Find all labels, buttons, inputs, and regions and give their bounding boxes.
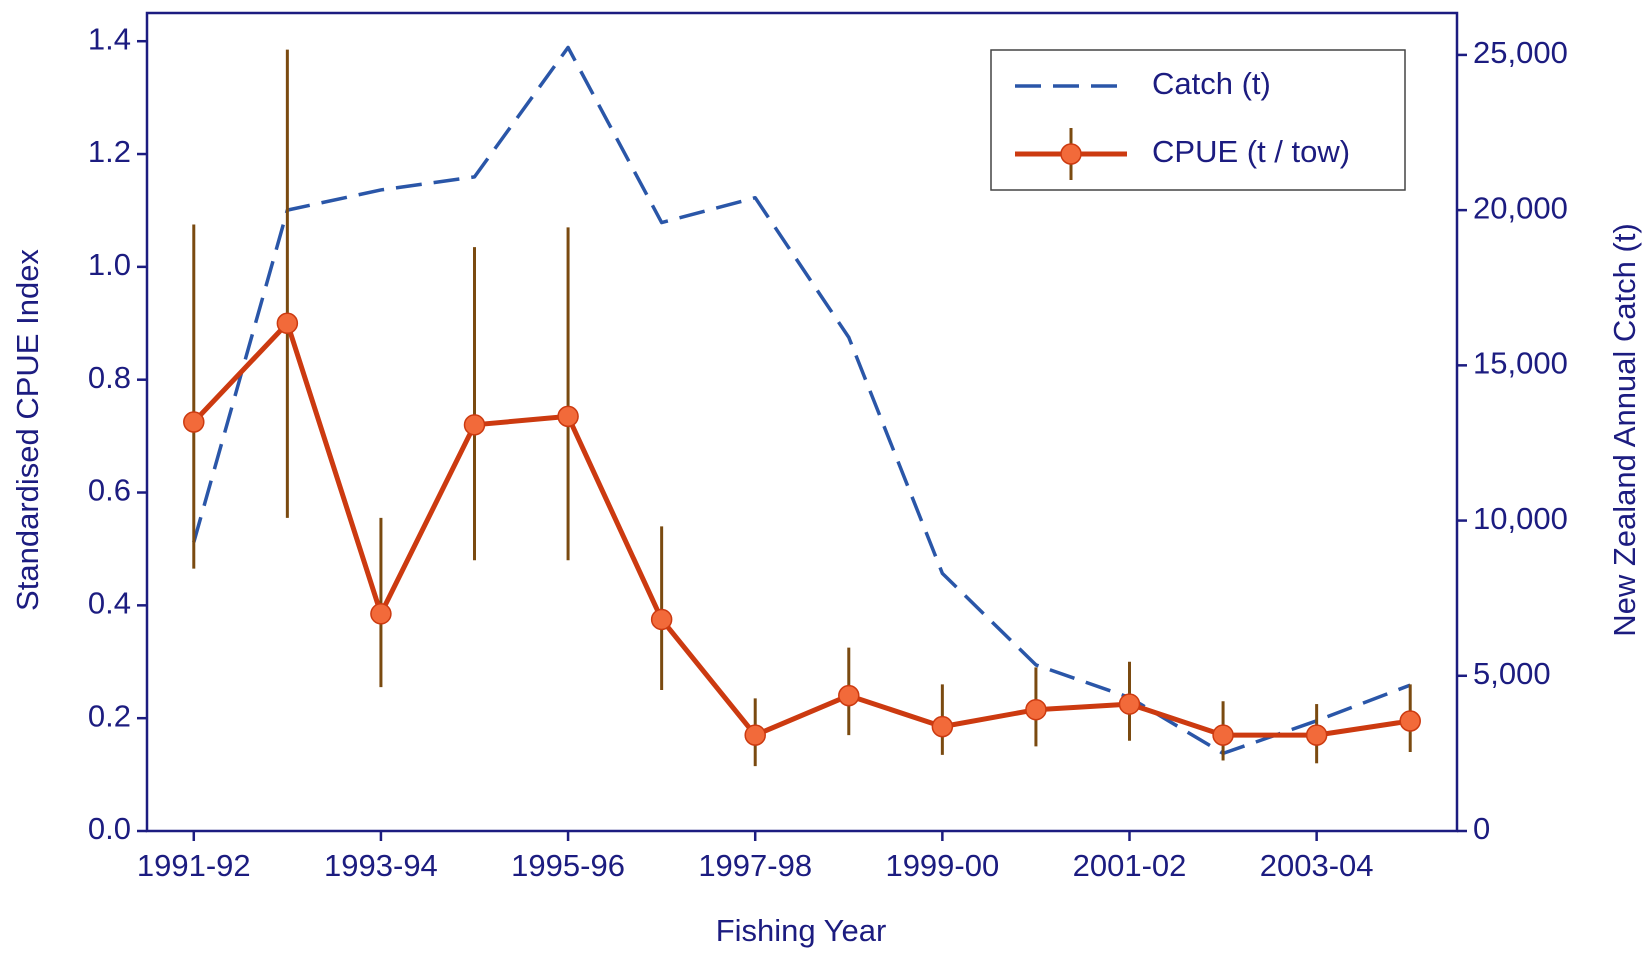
- y2-axis-title: New Zealand Annual Catch (t): [1607, 223, 1642, 637]
- marker: [744, 724, 766, 746]
- x-axis-title: Fishing Year: [716, 913, 887, 948]
- y-tick-label: 0.0: [88, 811, 131, 846]
- marker: [1305, 724, 1328, 746]
- legend-box: [990, 49, 1406, 191]
- x-tick-label: 1991-92: [137, 848, 251, 883]
- legend-marker: [1060, 143, 1082, 165]
- y2-tick-label: 5,000: [1473, 656, 1551, 691]
- y2-tick-label: 15,000: [1473, 346, 1568, 381]
- marker: [276, 312, 299, 335]
- y-tick-label: 1.2: [88, 134, 131, 169]
- marker: [650, 608, 673, 631]
- y2-tick-label: 10,000: [1473, 501, 1568, 536]
- x-tick-label: 2003-04: [1260, 848, 1374, 883]
- plot-frame: [145, 11, 1459, 833]
- y2-tick-label: 0: [1473, 811, 1490, 846]
- y-tick-label: 0.4: [88, 586, 131, 621]
- marker: [1118, 693, 1141, 715]
- x-tick-label: 1997-98: [698, 848, 812, 883]
- x-tick-label: 1995-96: [511, 848, 625, 883]
- marker: [1212, 724, 1234, 746]
- y-tick-label: 0.8: [88, 360, 131, 395]
- x-tick-label: 2001-02: [1073, 848, 1187, 883]
- y2-tick-label: 20,000: [1473, 190, 1568, 225]
- y-axis-title: Standardised CPUE Index: [10, 249, 45, 611]
- x-tick-label: 1993-94: [324, 848, 438, 883]
- series-line: [191, 320, 1411, 738]
- marker: [838, 684, 860, 707]
- legend-label: CPUE (t / tow): [1152, 134, 1350, 169]
- marker: [557, 405, 579, 428]
- marker: [1399, 710, 1421, 732]
- y2-tick-label: 25,000: [1473, 35, 1568, 70]
- marker: [183, 411, 205, 433]
- marker: [1025, 698, 1047, 721]
- marker: [370, 603, 392, 625]
- x-tick-label: 1999-00: [885, 848, 999, 883]
- y-tick-label: 0.2: [88, 698, 131, 733]
- y-tick-label: 1.0: [88, 247, 131, 282]
- y-tick-label: 0.6: [88, 473, 131, 508]
- marker: [463, 414, 486, 436]
- series-line: [192, 45, 1411, 756]
- marker: [931, 715, 954, 738]
- legend-label: Catch (t): [1152, 66, 1271, 101]
- y-tick-label: 1.4: [88, 21, 131, 56]
